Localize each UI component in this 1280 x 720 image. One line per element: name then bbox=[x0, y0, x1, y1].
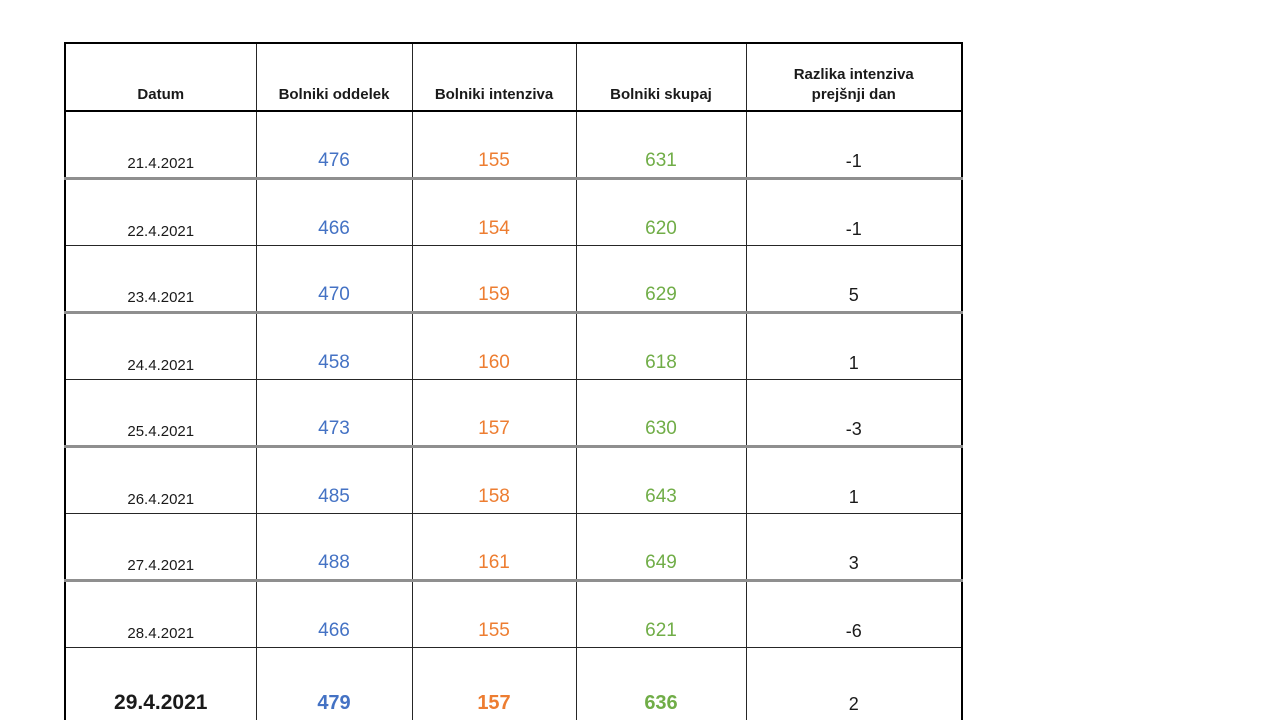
cell-datum: 24.4.2021 bbox=[65, 312, 256, 380]
cell-intenziva: 161 bbox=[411, 513, 576, 582]
header-row: Datum Bolniki oddelek Bolniki intenziva … bbox=[65, 43, 962, 112]
cell-oddelek: 466 bbox=[255, 580, 412, 648]
table-row: 24.4.2021 458 160 618 1 bbox=[65, 312, 962, 380]
cell-oddelek: 479 bbox=[255, 647, 412, 720]
cell-datum: 28.4.2021 bbox=[65, 580, 256, 648]
cell-skupaj: 629 bbox=[575, 245, 746, 314]
cell-datum: 29.4.2021 bbox=[114, 691, 208, 714]
cell-oddelek: 466 bbox=[255, 178, 412, 246]
cell-oddelek: 473 bbox=[255, 379, 412, 448]
cell-datum: 27.4.2021 bbox=[65, 513, 256, 582]
col-header-datum: Datum bbox=[65, 43, 256, 112]
cell-skupaj: 636 bbox=[575, 647, 746, 720]
cell-datum: 25.4.2021 bbox=[65, 379, 256, 448]
cell-razlika: 1 bbox=[745, 446, 962, 514]
cell-skupaj: 631 bbox=[575, 111, 746, 180]
cell-intenziva: 159 bbox=[411, 245, 576, 314]
col-header-bolniki-intenziva: Bolniki intenziva bbox=[411, 43, 576, 112]
cell-razlika: -3 bbox=[745, 379, 962, 448]
cell-datum: 22.4.2021 bbox=[65, 178, 256, 246]
cell-intenziva: 155 bbox=[411, 111, 576, 180]
cell-intenziva: 157 bbox=[411, 379, 576, 448]
col-header-razlika-intenziva: Razlika intenziva prejšnji dan bbox=[745, 43, 962, 112]
cell-oddelek: 488 bbox=[255, 513, 412, 582]
cell-razlika: 1 bbox=[745, 312, 962, 380]
cell-razlika: 5 bbox=[745, 245, 962, 314]
cell-razlika: -1 bbox=[745, 178, 962, 246]
cell-skupaj: 618 bbox=[575, 312, 746, 380]
table-row: 27.4.2021 488 161 649 3 bbox=[65, 513, 962, 582]
cell-oddelek: 470 bbox=[255, 245, 412, 314]
col-header-bolniki-skupaj: Bolniki skupaj bbox=[575, 43, 746, 112]
cell-intenziva: 158 bbox=[411, 446, 576, 514]
cell-intenziva: 157 bbox=[411, 647, 576, 720]
table-row: 21.4.2021 476 155 631 -1 bbox=[65, 111, 962, 180]
patients-table: Datum Bolniki oddelek Bolniki intenziva … bbox=[64, 42, 963, 720]
table-row: 23.4.2021 470 159 629 5 bbox=[65, 245, 962, 314]
cell-skupaj: 621 bbox=[575, 580, 746, 648]
cell-datum: 23.4.2021 bbox=[65, 245, 256, 314]
cell-skupaj: 649 bbox=[575, 513, 746, 582]
cell-oddelek: 476 bbox=[255, 111, 412, 180]
table-row: 25.4.2021 473 157 630 -3 bbox=[65, 379, 962, 448]
table-row: 22.4.2021 466 154 620 -1 bbox=[65, 178, 962, 246]
cell-razlika: -6 bbox=[745, 580, 962, 648]
cell-skupaj: 643 bbox=[575, 446, 746, 514]
table-row-latest: 29.4.2021 479 157 636 2 bbox=[65, 647, 962, 720]
cell-oddelek: 458 bbox=[255, 312, 412, 380]
cell-intenziva: 155 bbox=[411, 580, 576, 648]
cell-datum: 21.4.2021 bbox=[65, 111, 256, 180]
cell-intenziva: 154 bbox=[411, 178, 576, 246]
patients-table-container: Datum Bolniki oddelek Bolniki intenziva … bbox=[64, 42, 963, 720]
cell-razlika: -1 bbox=[745, 111, 962, 180]
cell-razlika: 2 bbox=[745, 647, 962, 720]
table-row: 28.4.2021 466 155 621 -6 bbox=[65, 580, 962, 648]
table-header: Datum Bolniki oddelek Bolniki intenziva … bbox=[65, 43, 962, 112]
table-body: 21.4.2021 476 155 631 -1 22.4.2021 466 1… bbox=[65, 111, 962, 720]
cell-oddelek: 485 bbox=[255, 446, 412, 514]
cell-datum: 26.4.2021 bbox=[65, 446, 256, 514]
cell-skupaj: 620 bbox=[575, 178, 746, 246]
col-header-bolniki-oddelek: Bolniki oddelek bbox=[255, 43, 412, 112]
cell-skupaj: 630 bbox=[575, 379, 746, 448]
cell-razlika: 3 bbox=[745, 513, 962, 582]
cell-intenziva: 160 bbox=[411, 312, 576, 380]
table-row: 26.4.2021 485 158 643 1 bbox=[65, 446, 962, 514]
